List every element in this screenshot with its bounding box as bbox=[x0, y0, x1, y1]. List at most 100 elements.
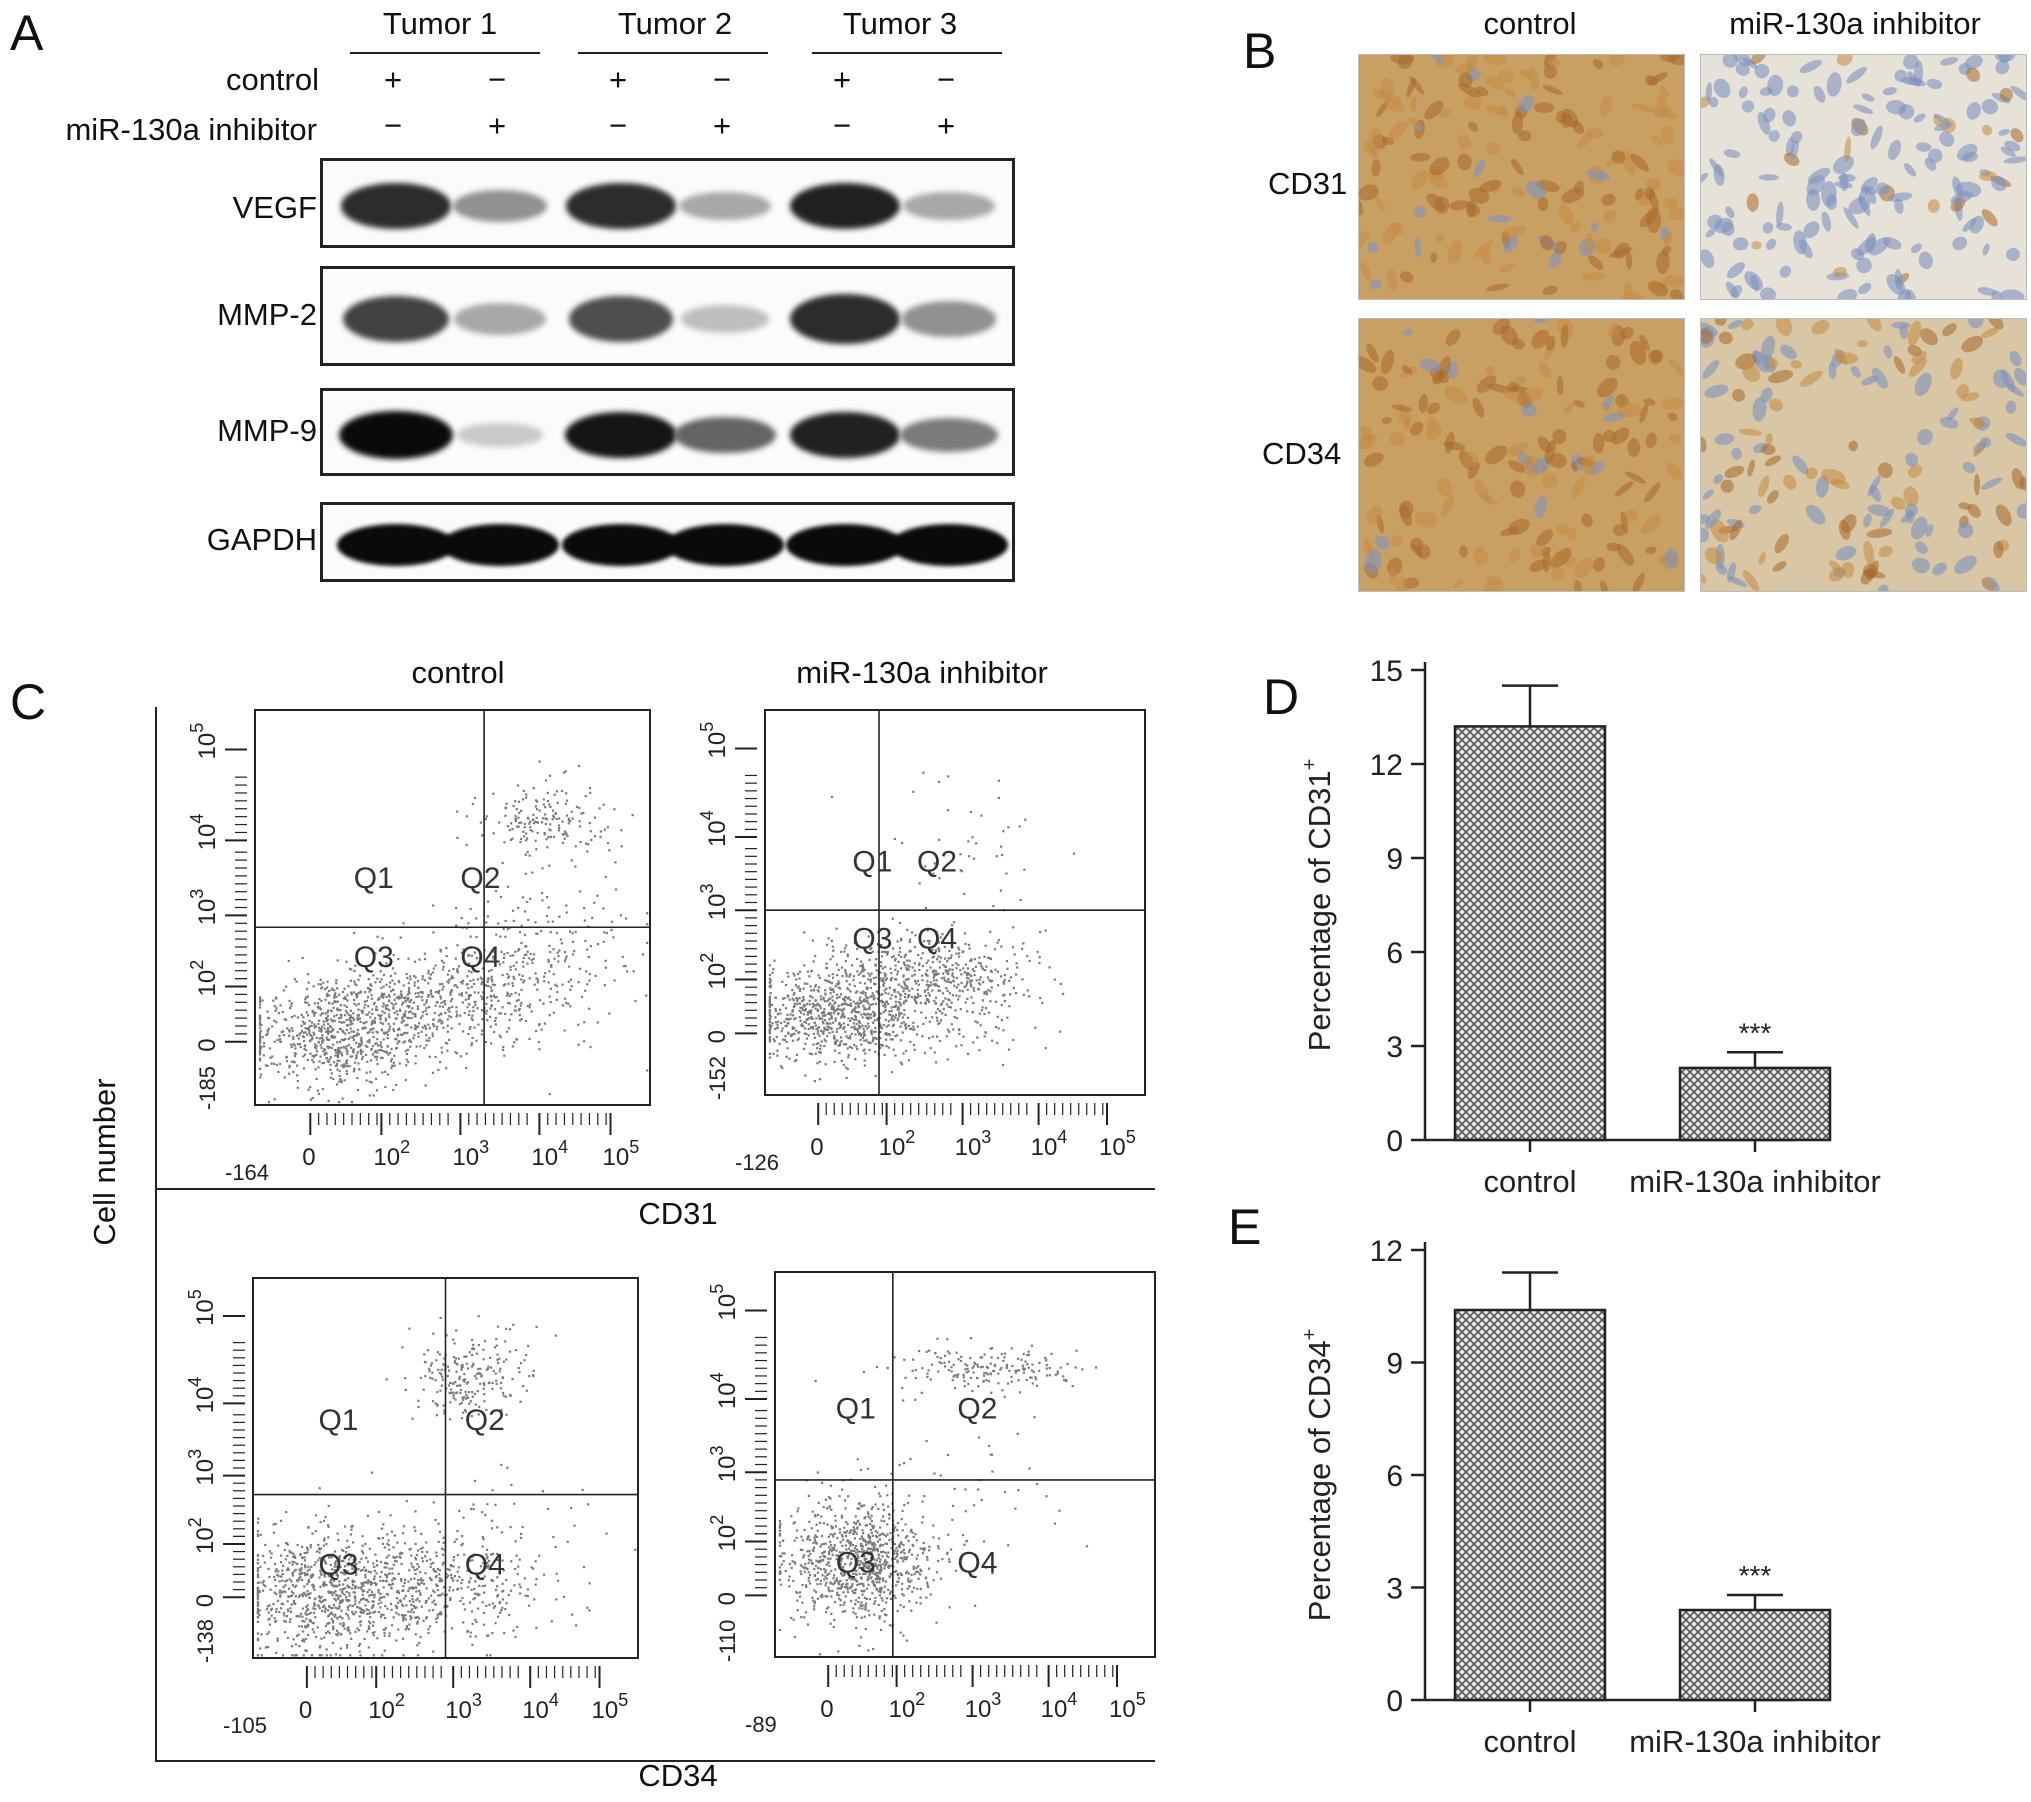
panel-letter-a: A bbox=[10, 5, 44, 61]
quadrant-label-q4: Q4 bbox=[465, 1548, 505, 1581]
protein-label-vegf: VEGF bbox=[232, 190, 317, 225]
blot-gapdh bbox=[320, 502, 1015, 582]
band-mmp9-lane-5 bbox=[789, 412, 901, 458]
band-mmp2-lane-2 bbox=[454, 303, 546, 335]
flow-frame-left bbox=[155, 707, 157, 1762]
band-gapdh-lane-3 bbox=[562, 524, 680, 566]
ihc-texture bbox=[1359, 319, 1684, 591]
protein-label-mmp2: MMP-2 bbox=[217, 297, 317, 332]
svg-text:-126: -126 bbox=[735, 1150, 779, 1175]
ihc-texture bbox=[1701, 319, 2026, 591]
quadrant-label-q3: Q3 bbox=[836, 1546, 876, 1579]
flow-header-control: control bbox=[411, 655, 505, 690]
ihc-header-control: control bbox=[1483, 6, 1577, 41]
band-vegf-lane-1 bbox=[341, 183, 451, 229]
flow-x-axis-label-cd31: CD31 bbox=[638, 1196, 718, 1231]
category-label: control bbox=[1483, 1724, 1576, 1759]
svg-text:103: 103 bbox=[452, 1137, 489, 1171]
control-sign-lane-3: + bbox=[608, 62, 628, 97]
y-tick-label: 9 bbox=[1386, 1348, 1403, 1381]
inhibitor-sign-lane-6: + bbox=[936, 108, 956, 143]
flow-header-inhibitor: miR-130a inhibitor bbox=[796, 655, 1048, 690]
bar-inhibitor bbox=[1678, 1066, 1832, 1142]
tumor-2-label: Tumor 2 bbox=[617, 6, 733, 41]
y-tick-label: 3 bbox=[1386, 1573, 1403, 1606]
inhibitor-sign-lane-2: + bbox=[487, 108, 507, 143]
quadrant-label-q1: Q1 bbox=[836, 1392, 876, 1425]
flow-x-axis: 0 102 103 104 105 -164 bbox=[225, 1113, 639, 1185]
flow-plot-4: Q1 Q2 Q3 Q4 0 102 103 104 105-890102103104105-11… bbox=[707, 1271, 1156, 1737]
quadrant-label-q3: Q3 bbox=[852, 923, 892, 956]
ihc-texture bbox=[1359, 55, 1684, 299]
band-vegf-lane-6 bbox=[903, 191, 995, 221]
quadrant-label-q1: Q1 bbox=[318, 1404, 358, 1437]
band-gapdh-lane-4 bbox=[666, 524, 784, 566]
ihc-cd34-control bbox=[1358, 318, 1685, 592]
bar-control bbox=[1453, 725, 1607, 1142]
control-sign-lane-2: − bbox=[487, 62, 507, 97]
band-vegf-lane-5 bbox=[789, 182, 901, 230]
control-sign-lane-4: − bbox=[712, 62, 732, 97]
ihc-header-inhibitor: miR-130a inhibitor bbox=[1729, 6, 1981, 41]
inhibitor-sign-lane-1: − bbox=[383, 108, 403, 143]
blot-vegf bbox=[320, 158, 1015, 248]
bar-inhibitor bbox=[1678, 1608, 1832, 1702]
band-mmp2-lane-1 bbox=[343, 295, 449, 343]
svg-text:-152: -152 bbox=[705, 1056, 730, 1100]
band-gapdh-lane-6 bbox=[890, 524, 1008, 566]
y-tick-label: 9 bbox=[1386, 843, 1403, 876]
quadrant-label-q4: Q4 bbox=[957, 1546, 997, 1579]
band-vegf-lane-2 bbox=[452, 190, 548, 222]
band-mmp2-lane-5 bbox=[790, 293, 900, 345]
quadrant-label-q4: Q4 bbox=[460, 941, 500, 974]
svg-text:103: 103 bbox=[955, 1127, 992, 1161]
svg-text:105: 105 bbox=[1099, 1127, 1136, 1161]
category-label: miR-130a inhibitor bbox=[1629, 1724, 1881, 1759]
quadrant-label-q2: Q2 bbox=[957, 1392, 997, 1425]
inhibitor-sign-lane-3: − bbox=[608, 108, 628, 143]
svg-text:103: 103 bbox=[187, 889, 221, 926]
tumor-3-underline bbox=[812, 52, 1002, 54]
y-tick-label: 6 bbox=[1386, 1460, 1403, 1493]
y-axis-label: Percentage of CD31+ bbox=[1299, 759, 1337, 1052]
quadrant-label-q2: Q2 bbox=[465, 1404, 505, 1437]
ihc-cd31-inhibitor bbox=[1700, 54, 2027, 300]
y-tick-label: 12 bbox=[1370, 1235, 1403, 1268]
row-label-inhibitor: miR-130a inhibitor bbox=[65, 112, 317, 147]
control-sign-lane-1: + bbox=[383, 62, 403, 97]
significance-stars: *** bbox=[1739, 1017, 1772, 1048]
band-vegf-lane-4 bbox=[679, 191, 771, 221]
ihc-row-label-cd31: CD31 bbox=[1268, 166, 1348, 201]
band-mmp9-lane-2 bbox=[456, 423, 544, 447]
y-tick-label: 0 bbox=[1386, 1125, 1403, 1158]
svg-text:104: 104 bbox=[187, 814, 221, 851]
flow-plot-frame bbox=[774, 1271, 1156, 1658]
svg-text:-164: -164 bbox=[225, 1160, 269, 1185]
flow-y-axis: 0 102 103 104 105 -185 bbox=[187, 723, 247, 1110]
bar-chart-e: 0 3 6 9 12 Percentage of CD34+ control miR-130a… bbox=[1299, 1235, 1881, 1759]
control-sign-lane-6: − bbox=[936, 62, 956, 97]
protein-label-mmp9: MMP-9 bbox=[217, 413, 317, 448]
panel-letter-e: E bbox=[1228, 1199, 1262, 1255]
category-label: miR-130a inhibitor bbox=[1629, 1164, 1881, 1199]
band-mmp9-lane-6 bbox=[900, 418, 998, 452]
band-mmp2-lane-4 bbox=[680, 304, 770, 334]
band-mmp2-lane-6 bbox=[901, 301, 997, 337]
bar-control bbox=[1453, 1308, 1607, 1702]
blot-mmp9 bbox=[320, 388, 1015, 476]
svg-text:102: 102 bbox=[373, 1137, 410, 1171]
flow-plot-frame bbox=[254, 709, 651, 1106]
ihc-cd34-inhibitor bbox=[1700, 318, 2027, 592]
flow-plot-3: Q1 Q2 Q3 Q4 0 102 103 104 105-1050102103104105-1… bbox=[185, 1277, 639, 1738]
band-mmp9-lane-1 bbox=[339, 410, 453, 460]
significance-stars: *** bbox=[1739, 1560, 1772, 1591]
panel-letter-c: C bbox=[10, 674, 47, 730]
svg-text:105: 105 bbox=[603, 1137, 640, 1171]
svg-text:0: 0 bbox=[704, 1030, 731, 1043]
band-gapdh-lane-2 bbox=[441, 524, 559, 566]
row-label-control: control bbox=[225, 62, 319, 97]
inhibitor-sign-lane-4: + bbox=[712, 108, 732, 143]
svg-text:0: 0 bbox=[810, 1134, 823, 1161]
flow-plot-1: Q1 Q2 Q3 Q4 0 102 103 104 105 -164 0 102 103 104 105 -1… bbox=[187, 709, 651, 1185]
